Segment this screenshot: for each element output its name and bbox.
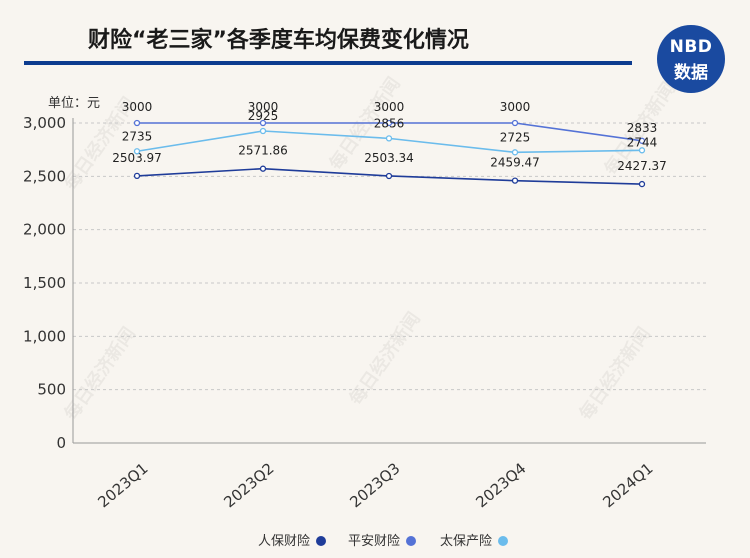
data-point: [511, 149, 519, 156]
legend-dot: [498, 536, 509, 546]
nbd-logo: NBD 数据: [657, 25, 725, 93]
y-tick-label: 1,500: [23, 274, 66, 292]
data-label: 3000: [248, 100, 279, 114]
legend-dot: [316, 536, 327, 546]
data-label: 3000: [122, 100, 153, 114]
data-point: [511, 177, 519, 184]
y-tick-label: 2,500: [23, 167, 66, 185]
data-point: [385, 119, 393, 127]
data-label: 2735: [122, 129, 153, 143]
x-tick-label: 2024Q1: [599, 459, 656, 511]
y-tick-label: 1,000: [23, 327, 66, 345]
logo-text-data: 数据: [674, 63, 708, 83]
x-tick-label: 2023Q3: [346, 459, 403, 511]
data-label: 2925: [248, 109, 279, 123]
data-point: [638, 147, 646, 154]
legend-item[interactable]: 人保财险: [258, 530, 327, 549]
data-label: 2503.97: [112, 151, 162, 165]
data-point: [133, 172, 141, 180]
chart-title: 财险“老三家”各季度车均保费变化情况: [88, 28, 469, 53]
data-point: [259, 165, 267, 172]
y-tick-label: 2,000: [23, 221, 66, 239]
line-chart: 0 500 1,000 1,500 2,000 2,500 3,000 2023Q1 2023Q…: [23, 100, 706, 511]
data-label: 3000: [374, 100, 405, 114]
data-point: [259, 127, 267, 135]
x-tick-label: 2023Q4: [472, 459, 529, 511]
series-line-2: [136, 130, 643, 154]
data-point: [133, 119, 141, 127]
legend-item[interactable]: 平安财险: [348, 530, 417, 549]
data-label: 2503.34: [364, 151, 414, 165]
logo-text-nbd: NBD: [669, 37, 713, 57]
legend-label: 人保财险: [258, 534, 311, 549]
legend-label: 太保产险: [440, 534, 493, 549]
data-label: 2725: [500, 130, 531, 144]
title-underline: [24, 61, 632, 65]
unit-label: 单位：元: [48, 96, 101, 111]
data-point: [385, 135, 393, 142]
legend-dot: [406, 536, 417, 546]
y-tick-label: 0: [56, 434, 66, 452]
data-point: [133, 148, 141, 155]
y-tick-label: 500: [37, 381, 66, 399]
y-tick-label: 3,000: [23, 114, 66, 132]
legend-item[interactable]: 太保产险: [440, 530, 509, 549]
data-point: [511, 119, 519, 127]
data-point: [385, 172, 393, 180]
x-tick-label: 2023Q2: [220, 459, 277, 511]
data-point: [638, 180, 646, 188]
data-point: [638, 137, 646, 144]
data-label: 2856: [374, 116, 405, 130]
data-label: 2459.47: [490, 156, 540, 170]
legend-label: 平安财险: [348, 534, 401, 549]
data-label: 2571.86: [238, 144, 288, 158]
data-label: 2833: [627, 121, 658, 135]
data-point: [259, 119, 267, 127]
x-tick-label: 2023Q1: [94, 459, 151, 511]
data-label: 3000: [500, 100, 531, 114]
data-label: 2427.37: [617, 159, 667, 173]
data-label: 2744: [627, 135, 658, 149]
